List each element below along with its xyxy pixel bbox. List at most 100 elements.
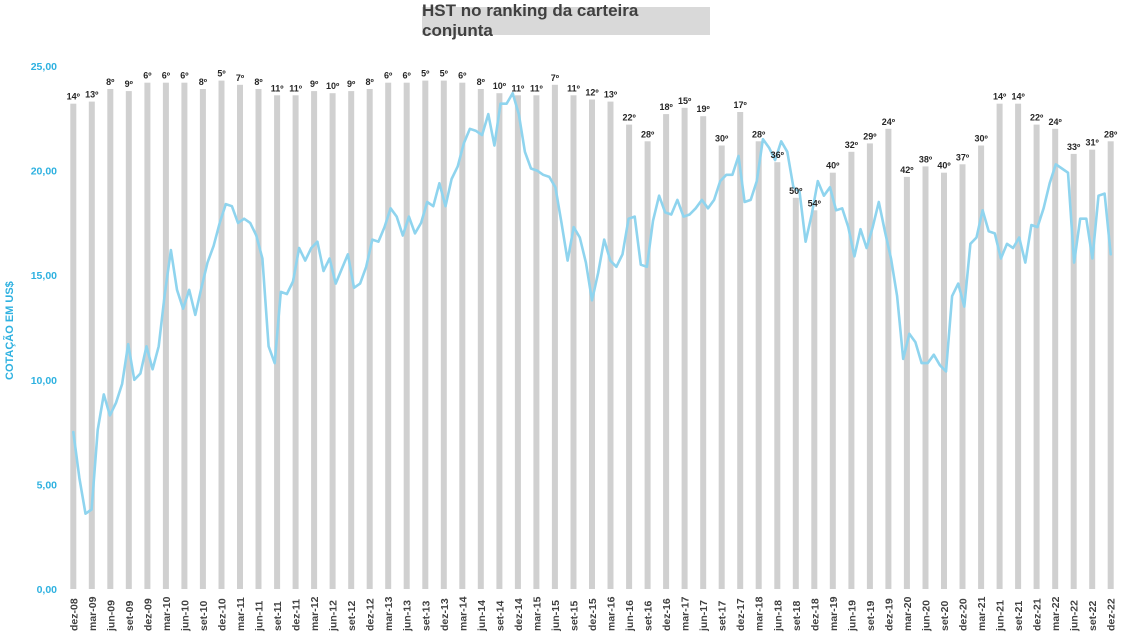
ranking-label: 54º [808,198,822,208]
ranking-label: 50º [789,186,803,196]
x-tick-label: set-18 [791,600,803,631]
ranking-bar [644,141,651,590]
ranking-bar [570,95,577,590]
ranking-bar [1070,153,1077,589]
x-tick-label: dez-14 [513,598,525,631]
x-tick-label: mar-13 [383,596,395,631]
x-tick-label: mar-17 [680,596,692,631]
ranking-bar [866,143,873,589]
ranking-bar [811,210,818,590]
x-tick-label: jun-09 [105,600,117,632]
ranking-bar [125,91,132,589]
ranking-label: 31º [1086,138,1100,148]
ranking-bar [218,80,225,589]
ranking-bar [533,95,540,590]
ranking-bar [199,89,206,589]
ranking-bar [385,82,392,589]
ranking-label: 11º [567,83,581,93]
x-tick-label: set-19 [865,600,877,631]
x-tick-label: jun-10 [179,600,191,632]
ranking-label: 5º [440,69,449,79]
ranking-label: 28º [752,129,766,139]
x-tick-label: set-11 [272,601,284,631]
ranking-label: 8º [199,77,208,87]
ranking-bar [514,95,521,590]
ranking-bar [1107,141,1114,590]
x-tick-label: set-12 [346,600,358,631]
x-tick-label: dez-12 [365,598,377,631]
ranking-label: 9º [310,79,319,89]
ranking-label: 6º [162,71,171,81]
ranking-label: 12º [585,88,599,98]
x-tick-label: dez-13 [439,598,451,631]
ranking-label: 24º [1049,117,1063,127]
ranking-label: 14º [993,92,1007,102]
x-tick-label: set-09 [124,600,136,631]
x-tick-label: mar-09 [87,596,99,631]
x-tick-label: dez-16 [661,598,673,631]
ranking-label: 7º [551,73,560,83]
ranking-bar [959,164,966,590]
x-tick-label: mar-22 [1050,596,1062,631]
ranking-label: 22º [622,113,636,123]
x-tick-label: set-22 [1087,600,1099,631]
x-axis: dez-08 mar-09 jun-09 set-09 dez-09 mar-10 jun-… [68,596,1117,632]
x-tick-label: dez-10 [217,598,229,631]
ranking-label: 6º [458,71,467,81]
x-tick-label: dez-18 [809,598,821,631]
ranking-label: 33º [1067,142,1081,152]
x-tick-label: mar-15 [531,596,543,631]
ranking-label: 8º [477,77,486,87]
ranking-bar [496,93,503,589]
x-tick-label: dez-22 [1106,598,1118,631]
ranking-label: 6º [384,71,393,81]
ranking-bar [107,89,114,589]
x-tick-label: jun-16 [624,600,636,632]
ranking-label: 7º [236,73,245,83]
ranking-bar [700,116,707,589]
ranking-label: 14º [67,92,81,102]
x-tick-label: jun-12 [328,600,340,632]
ranking-bar [292,95,299,590]
x-tick-label: jun-17 [698,600,710,632]
y-axis: 0,00 5,00 10,00 15,00 20,00 25,00 [31,61,57,596]
y-tick-label: 15,00 [31,270,57,282]
ranking-bar [996,103,1003,589]
ranking-bar [551,84,558,590]
x-tick-label: jun-20 [921,600,933,632]
ranking-bar [459,82,466,589]
ranking-label: 40º [826,161,840,171]
ranking-label: 24º [882,117,896,127]
ranking-label: 15º [678,96,692,106]
ranking-bar [663,114,670,589]
ranking-label: 17º [734,100,748,110]
ranking-bar [181,82,188,589]
ranking-bar [440,80,447,589]
ranking-bar [348,91,355,589]
ranking-bar [403,82,410,589]
x-tick-label: jun-13 [402,600,414,632]
ranking-bar [718,145,725,589]
x-tick-label: jun-18 [772,600,784,632]
ranking-label: 10º [326,81,340,91]
ranking-label: 40º [937,161,951,171]
x-tick-label: set-15 [569,600,581,631]
ranking-label: 14º [1011,92,1025,102]
ranking-bar [941,172,947,589]
x-tick-label: dez-11 [291,599,303,631]
x-tick-label: jun-19 [846,600,858,632]
x-tick-label: dez-21 [1032,598,1044,631]
ranking-bar [1052,128,1059,590]
ranking-label: 29º [863,131,877,141]
ranking-bar [792,197,799,590]
ranking-bar [477,89,484,589]
x-tick-label: set-13 [420,600,432,631]
ranking-bar [422,80,429,589]
x-tick-label: jun-15 [550,600,562,632]
ranking-label: 22º [1030,113,1044,123]
ranking-bar [366,89,373,589]
ranking-label: 6º [180,71,189,81]
x-tick-label: set-20 [939,600,951,631]
ranking-bar [737,112,744,589]
